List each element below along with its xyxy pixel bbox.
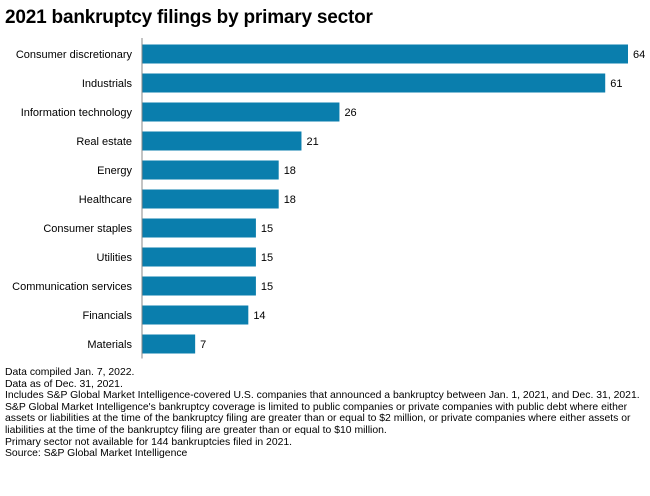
category-label-energy: Energy xyxy=(97,165,132,177)
category-label-materials: Materials xyxy=(87,339,132,351)
category-label-healthcare: Healthcare xyxy=(79,194,132,206)
bar-information-technology xyxy=(142,102,340,122)
bar-consumer-discretionary xyxy=(142,44,628,64)
note-bankruptcy-scope: S&P Global Market Intelligence's bankrup… xyxy=(5,401,631,436)
value-label-real-estate: 21 xyxy=(306,136,318,148)
bar-real-estate xyxy=(142,131,302,151)
category-label-real-estate: Real estate xyxy=(76,136,132,148)
note-coverage: Includes S&P Global Market Intelligence-… xyxy=(5,390,640,402)
bar-materials xyxy=(142,334,196,354)
bar-communication-services xyxy=(142,276,256,296)
category-label-information-technology: Information technology xyxy=(21,107,133,119)
bar-utilities xyxy=(142,247,256,267)
bar-energy xyxy=(142,160,279,180)
value-label-materials: 7 xyxy=(200,339,206,351)
note-source: Source: S&P Global Market Intelligence xyxy=(5,448,188,460)
value-label-consumer-discretionary: 64 xyxy=(633,49,645,61)
note-sector-unavailable: Primary sector not available for 144 ban… xyxy=(5,436,293,448)
category-label-utilities: Utilities xyxy=(97,252,133,264)
value-label-communication-services: 15 xyxy=(261,281,273,293)
category-label-communication-services: Communication services xyxy=(12,281,132,293)
note-data-compiled: Data compiled Jan. 7, 2022. xyxy=(5,367,135,378)
category-label-consumer-discretionary: Consumer discretionary xyxy=(16,49,133,61)
category-label-financials: Financials xyxy=(82,310,132,322)
chart-title: 2021 bankruptcy filings by primary secto… xyxy=(5,7,373,28)
bar-healthcare xyxy=(142,189,279,209)
chart-notes: Data compiled Jan. 7, 2022. Data as of D… xyxy=(5,367,645,460)
note-data-as-of: Data as of Dec. 31, 2021. xyxy=(5,378,123,390)
value-label-healthcare: 18 xyxy=(284,194,296,206)
bar-consumer-staples xyxy=(142,218,256,238)
value-label-consumer-staples: 15 xyxy=(261,223,273,235)
value-label-utilities: 15 xyxy=(261,252,273,264)
value-label-financials: 14 xyxy=(253,310,265,322)
bar-chart: Consumer discretionary 64 Industrials 61 Inf… xyxy=(12,38,645,359)
bar-industrials xyxy=(142,73,606,93)
value-label-industrials: 61 xyxy=(610,78,622,90)
category-label-consumer-staples: Consumer staples xyxy=(43,223,132,235)
category-label-industrials: Industrials xyxy=(82,78,133,90)
value-label-energy: 18 xyxy=(284,165,296,177)
bar-financials xyxy=(142,305,249,325)
value-label-information-technology: 26 xyxy=(344,107,356,119)
